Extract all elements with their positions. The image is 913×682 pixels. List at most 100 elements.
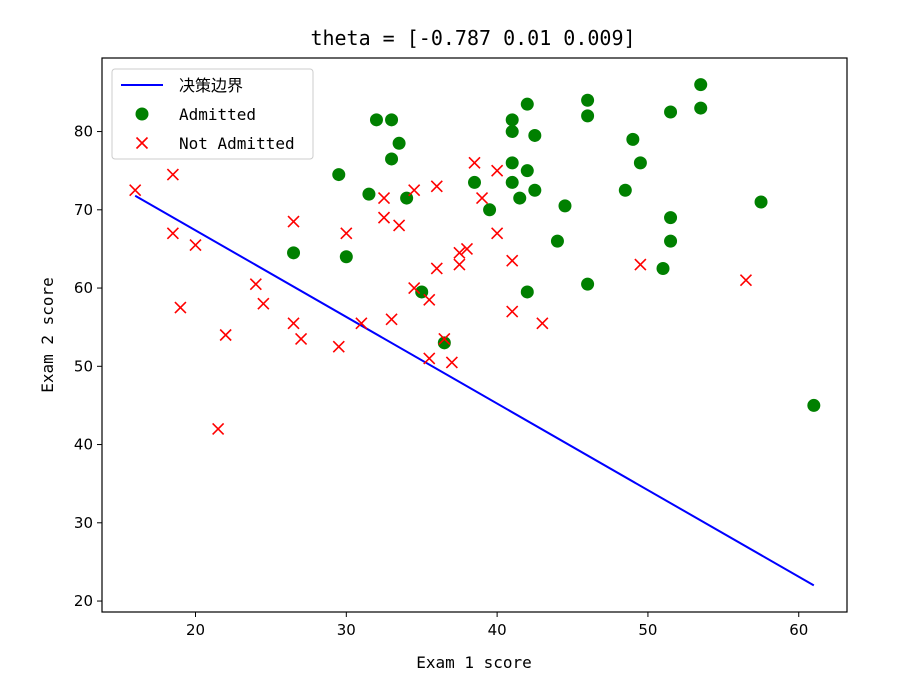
admitted-point	[581, 109, 595, 123]
admitted-point	[362, 187, 376, 201]
not-admitted-point	[430, 262, 443, 275]
admitted-point	[581, 93, 595, 107]
admitted-point	[618, 183, 632, 197]
not-admitted-point	[295, 332, 308, 345]
legend-x-swatch	[135, 136, 149, 150]
decision-boundary-line	[134, 194, 815, 587]
not-admitted-point	[166, 227, 179, 240]
admitted-point	[664, 211, 678, 225]
admitted-point	[505, 156, 519, 170]
not-admitted-point	[166, 168, 179, 181]
y-tick-label: 50	[74, 357, 93, 375]
admitted-point	[807, 398, 821, 412]
not-admitted-point	[468, 156, 481, 169]
not-admitted-point	[506, 305, 519, 318]
admitted-point	[520, 164, 534, 178]
admitted-point	[656, 261, 670, 275]
admitted-point	[520, 97, 534, 111]
not-admitted-point	[377, 191, 391, 205]
not-admitted-point	[506, 254, 519, 267]
x-tick-label: 60	[789, 621, 808, 639]
admitted-point	[528, 128, 542, 142]
not-admitted-point	[453, 246, 466, 259]
admitted-point	[505, 175, 519, 189]
admitted-point	[339, 250, 353, 264]
admitted-point	[754, 195, 768, 209]
not-admitted-point	[423, 293, 436, 306]
admitted-point	[633, 156, 647, 170]
plot-frame	[101, 57, 848, 613]
y-tick-label: 60	[74, 279, 93, 297]
not-admitted-point	[460, 242, 474, 255]
y-axis-label: Exam 2 score	[38, 277, 57, 393]
not-admitted-point	[393, 219, 406, 232]
plot-area	[129, 78, 821, 587]
admitted-point	[468, 175, 481, 189]
admitted-point	[392, 136, 406, 150]
not-admitted-point	[445, 356, 458, 369]
y-tick-label: 70	[74, 201, 93, 219]
admitted-point	[437, 336, 451, 350]
chart-title: theta = [-0.787 0.01 0.009]	[310, 26, 635, 50]
not-admitted-point	[634, 258, 647, 271]
not-admitted-point	[212, 422, 225, 435]
not-admitted-point	[287, 317, 300, 330]
legend-label: Admitted	[179, 105, 256, 124]
legend: 决策边界 Admitted Not Admitted	[111, 68, 314, 160]
admitted-point	[385, 113, 399, 127]
legend-circle-swatch	[135, 107, 149, 121]
not-admitted-point	[219, 328, 232, 342]
not-admitted-point	[129, 184, 142, 197]
not-admitted-point	[475, 191, 489, 205]
admitted-point	[581, 277, 595, 291]
admitted-point	[483, 203, 497, 217]
not-admitted-point	[332, 340, 345, 353]
not-admitted-point	[536, 317, 549, 330]
legend-label: 决策边界	[179, 76, 243, 95]
not-admitted-point	[287, 215, 300, 228]
x-tick-label: 50	[638, 621, 657, 639]
legend-label: Not Admitted	[179, 134, 295, 153]
not-admitted-point	[430, 180, 443, 193]
not-admitted-point	[385, 313, 398, 326]
admitted-point	[287, 246, 301, 260]
admitted-point	[694, 78, 708, 92]
not-admitted-point	[355, 317, 368, 330]
admitted-point	[513, 191, 527, 205]
admitted-point	[664, 234, 678, 248]
not-admitted-point	[491, 164, 504, 177]
not-admitted-point	[249, 278, 262, 291]
not-admitted-point	[377, 211, 391, 224]
x-tick-label: 20	[186, 621, 205, 639]
admitted-point	[385, 152, 399, 166]
admitted-point	[558, 199, 572, 213]
admitted-point	[520, 285, 534, 299]
y-tick-label: 40	[74, 436, 93, 454]
not-admitted-point	[174, 301, 187, 314]
x-axis: 20 30 40 50 60	[186, 612, 808, 639]
admitted-point	[505, 113, 519, 127]
admitted-point	[550, 234, 564, 248]
not-admitted-point	[438, 332, 451, 345]
not-admitted-point	[340, 227, 353, 240]
admitted-point	[664, 105, 678, 119]
not-admitted-point	[408, 184, 421, 197]
y-axis: 20 30 40 50 60 70 80	[74, 123, 102, 610]
admitted-point	[505, 125, 519, 139]
admitted-point	[332, 168, 346, 182]
x-axis-label: Exam 1 score	[416, 653, 532, 672]
not-admitted-point	[739, 274, 753, 287]
y-tick-label: 80	[74, 123, 93, 141]
x-tick-label: 30	[337, 621, 356, 639]
not-admitted-point	[491, 227, 504, 240]
y-tick-label: 20	[74, 592, 93, 610]
y-tick-label: 30	[74, 514, 93, 532]
admitted-point	[626, 132, 640, 146]
admitted-point	[528, 183, 542, 197]
not-admitted-point	[453, 258, 466, 271]
not-admitted-point	[423, 352, 436, 365]
not-admitted-point	[189, 238, 202, 252]
admitted-point	[369, 113, 383, 127]
not-admitted-point	[257, 297, 270, 310]
